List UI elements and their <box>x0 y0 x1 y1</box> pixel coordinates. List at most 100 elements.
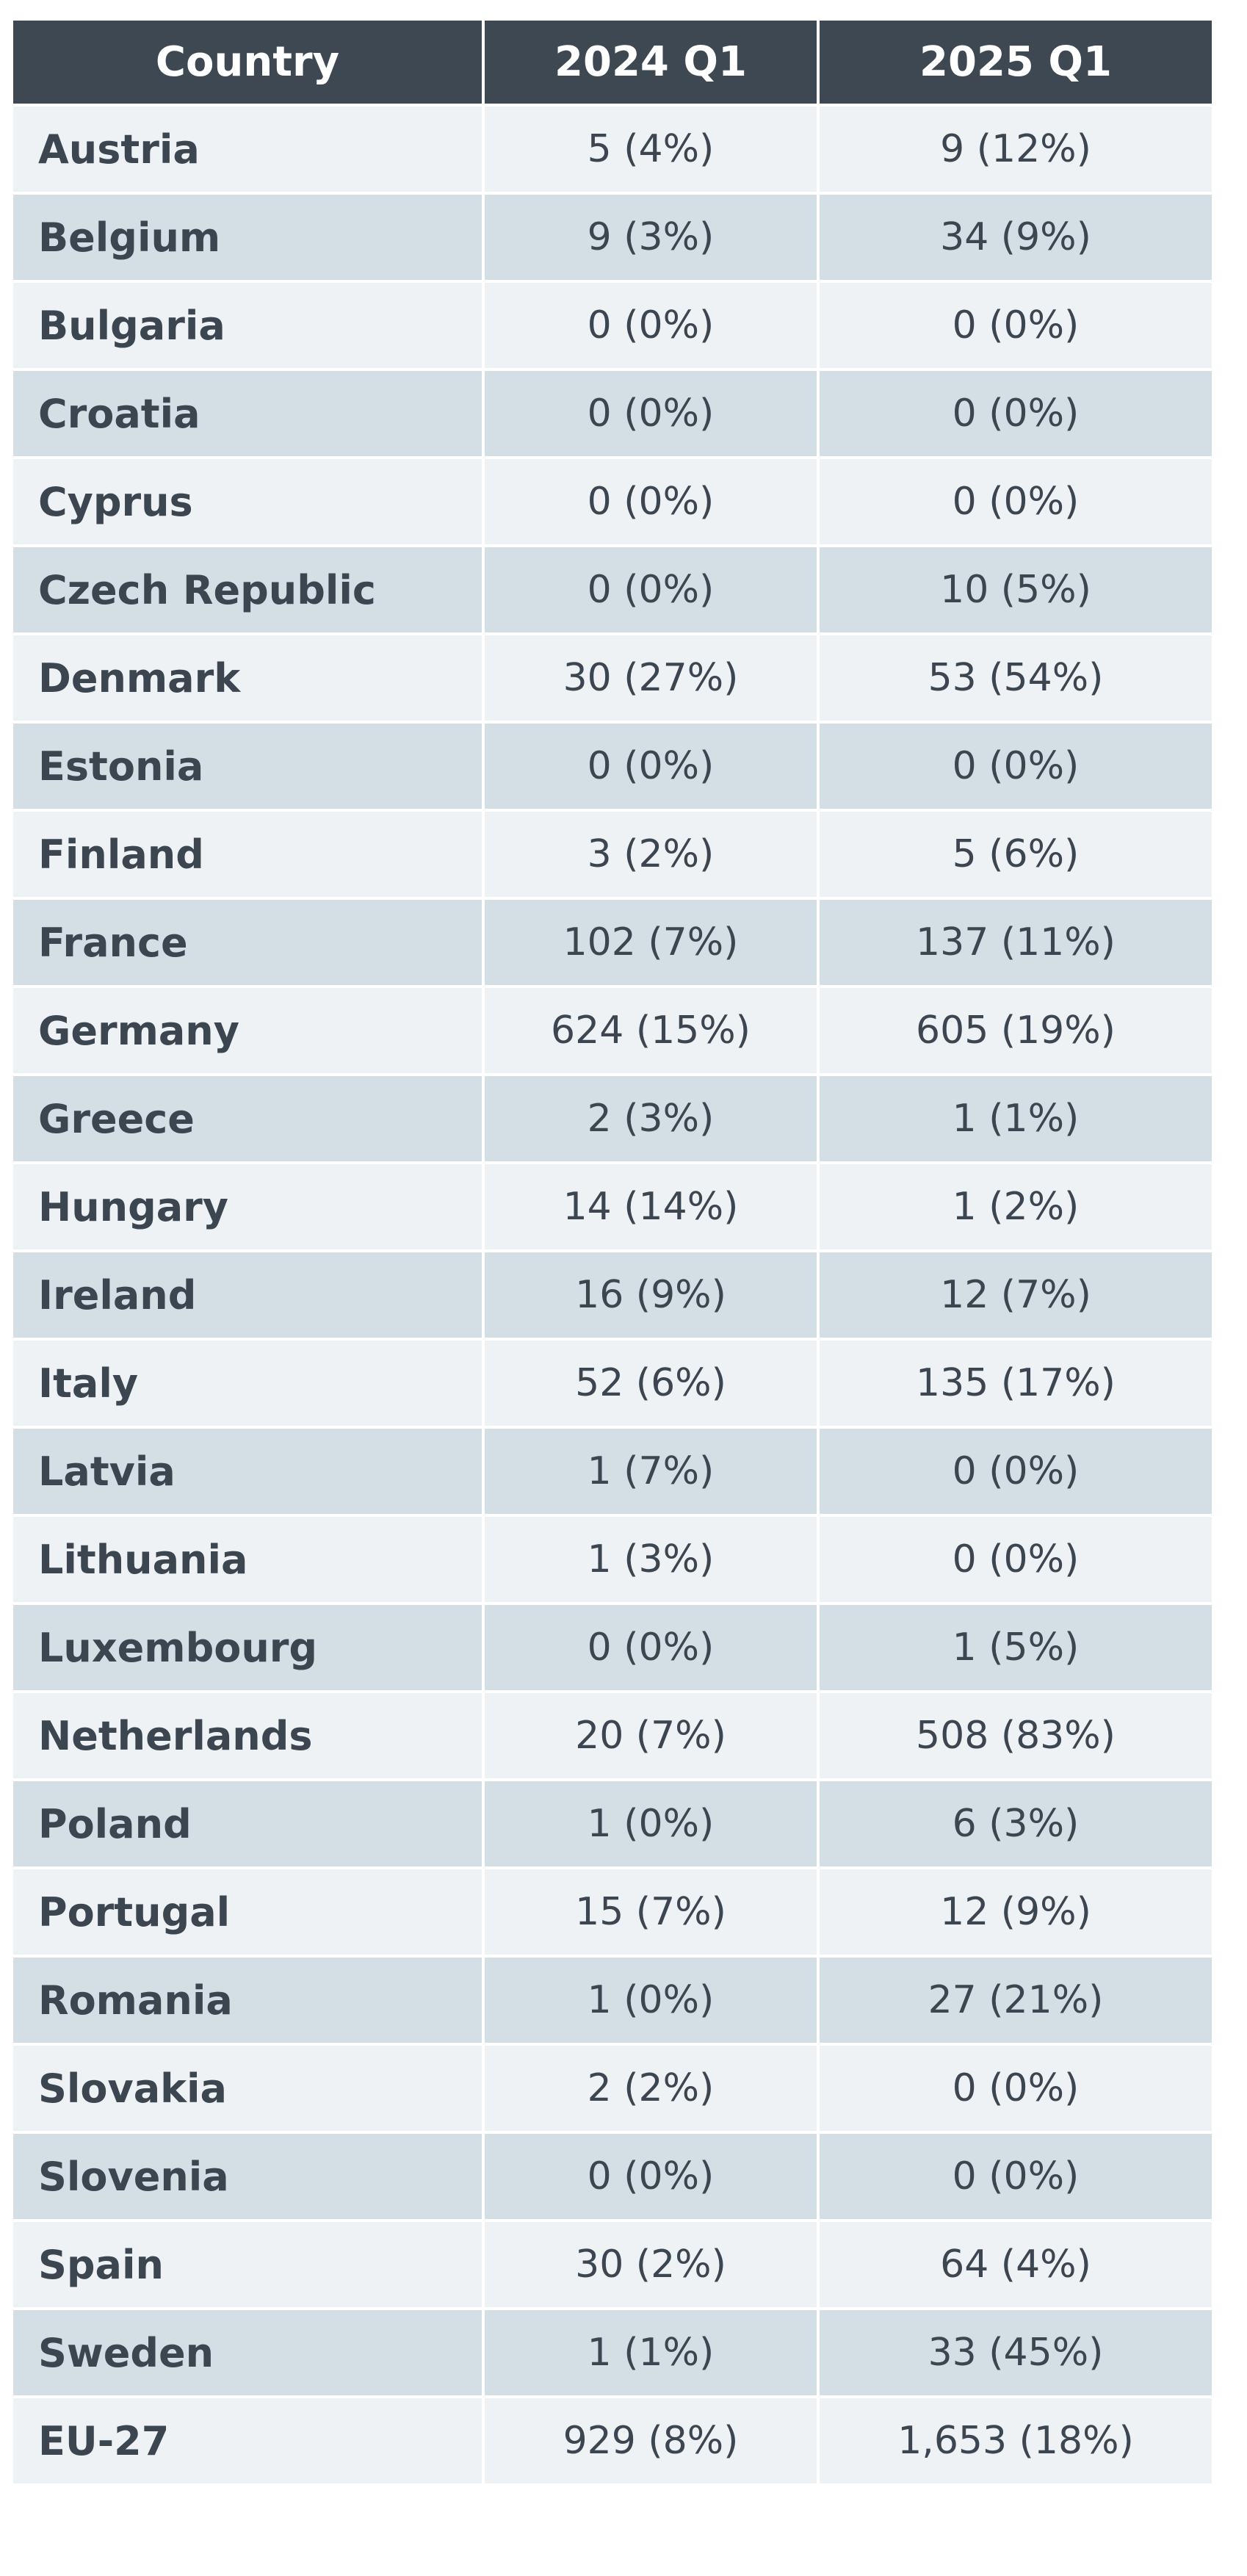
value-2024-q1-cell: 20 (7%) <box>482 1690 820 1780</box>
value-2024-q1-cell: 30 (27%) <box>482 632 820 722</box>
table-row: France 102 (7%) 137 (11%) <box>13 897 1212 986</box>
table-row: Greece 2 (3%) 1 (1%) <box>13 1073 1212 1163</box>
value-2025-q1-cell: 53 (54%) <box>817 632 1212 722</box>
table-row: Luxembourg 0 (0%) 1 (5%) <box>13 1602 1212 1692</box>
value-2025-q1-cell: 1 (1%) <box>817 1073 1212 1163</box>
value-2024-q1-cell: 0 (0%) <box>482 1602 820 1692</box>
table-row: Czech Republic 0 (0%) 10 (5%) <box>13 544 1212 634</box>
value-2025-q1-cell: 0 (0%) <box>817 2043 1212 2132</box>
country-cell: EU-27 <box>13 2395 485 2483</box>
table-body: Austria 5 (4%) 9 (12%) Belgium 9 (3%) 34 (9%)… <box>13 104 1212 2483</box>
table-row: Croatia 0 (0%) 0 (0%) <box>13 368 1212 458</box>
value-2024-q1-cell: 1 (3%) <box>482 1514 820 1603</box>
country-cell: Greece <box>13 1073 485 1163</box>
country-cell: Poland <box>13 1778 485 1868</box>
value-2024-q1-cell: 0 (0%) <box>482 456 820 546</box>
value-2024-q1-cell: 1 (0%) <box>482 1955 820 2044</box>
country-cell: Latvia <box>13 1426 485 1515</box>
country-cell: Denmark <box>13 632 485 722</box>
value-2025-q1-cell: 0 (0%) <box>817 368 1212 458</box>
value-2025-q1-cell: 9 (12%) <box>817 104 1212 193</box>
value-2024-q1-cell: 0 (0%) <box>482 368 820 458</box>
value-2024-q1-cell: 1 (1%) <box>482 2307 820 2397</box>
value-2025-q1-cell: 1,653 (18%) <box>817 2395 1212 2483</box>
value-2025-q1-cell: 12 (7%) <box>817 1249 1212 1339</box>
country-cell: Germany <box>13 985 485 1075</box>
table-row: Sweden 1 (1%) 33 (45%) <box>13 2307 1212 2397</box>
table-row: Cyprus 0 (0%) 0 (0%) <box>13 456 1212 546</box>
column-header-2025-q1: 2025 Q1 <box>817 21 1212 105</box>
country-cell: Slovenia <box>13 2131 485 2220</box>
value-2024-q1-cell: 1 (7%) <box>482 1426 820 1515</box>
country-cell: Slovakia <box>13 2043 485 2132</box>
country-cell: Sweden <box>13 2307 485 2397</box>
table-row: Finland 3 (2%) 5 (6%) <box>13 809 1212 898</box>
value-2025-q1-cell: 0 (0%) <box>817 2131 1212 2220</box>
country-cell: Cyprus <box>13 456 485 546</box>
value-2025-q1-cell: 135 (17%) <box>817 1338 1212 1427</box>
value-2024-q1-cell: 0 (0%) <box>482 2131 820 2220</box>
country-cell: France <box>13 897 485 986</box>
value-2024-q1-cell: 52 (6%) <box>482 1338 820 1427</box>
table-row: Spain 30 (2%) 64 (4%) <box>13 2219 1212 2309</box>
value-2024-q1-cell: 5 (4%) <box>482 104 820 193</box>
table-row: EU-27 929 (8%) 1,653 (18%) <box>13 2395 1212 2483</box>
table-row: Netherlands 20 (7%) 508 (83%) <box>13 1690 1212 1780</box>
value-2025-q1-cell: 0 (0%) <box>817 456 1212 546</box>
column-header-2024-q1: 2024 Q1 <box>482 21 820 105</box>
value-2024-q1-cell: 15 (7%) <box>482 1866 820 1956</box>
country-cell: Estonia <box>13 721 485 810</box>
country-cell: Romania <box>13 1955 485 2044</box>
header-row: Country 2024 Q1 2025 Q1 <box>13 21 1212 105</box>
value-2025-q1-cell: 508 (83%) <box>817 1690 1212 1780</box>
table-row: Slovakia 2 (2%) 0 (0%) <box>13 2043 1212 2132</box>
value-2024-q1-cell: 16 (9%) <box>482 1249 820 1339</box>
value-2025-q1-cell: 64 (4%) <box>817 2219 1212 2309</box>
value-2024-q1-cell: 102 (7%) <box>482 897 820 986</box>
country-cell: Bulgaria <box>13 280 485 369</box>
value-2025-q1-cell: 6 (3%) <box>817 1778 1212 1868</box>
value-2024-q1-cell: 0 (0%) <box>482 280 820 369</box>
country-cell: Spain <box>13 2219 485 2309</box>
value-2024-q1-cell: 929 (8%) <box>482 2395 820 2483</box>
value-2024-q1-cell: 30 (2%) <box>482 2219 820 2309</box>
value-2025-q1-cell: 0 (0%) <box>817 280 1212 369</box>
table-row: Austria 5 (4%) 9 (12%) <box>13 104 1212 193</box>
table-row: Lithuania 1 (3%) 0 (0%) <box>13 1514 1212 1603</box>
value-2025-q1-cell: 27 (21%) <box>817 1955 1212 2044</box>
table-row: Italy 52 (6%) 135 (17%) <box>13 1338 1212 1427</box>
table-row: Romania 1 (0%) 27 (21%) <box>13 1955 1212 2044</box>
value-2025-q1-cell: 0 (0%) <box>817 1514 1212 1603</box>
table-row: Hungary 14 (14%) 1 (2%) <box>13 1161 1212 1251</box>
value-2025-q1-cell: 5 (6%) <box>817 809 1212 898</box>
value-2024-q1-cell: 624 (15%) <box>482 985 820 1075</box>
table-row: Latvia 1 (7%) 0 (0%) <box>13 1426 1212 1515</box>
value-2024-q1-cell: 1 (0%) <box>482 1778 820 1868</box>
value-2024-q1-cell: 3 (2%) <box>482 809 820 898</box>
table-row: Ireland 16 (9%) 12 (7%) <box>13 1249 1212 1339</box>
table-row: Germany 624 (15%) 605 (19%) <box>13 985 1212 1075</box>
value-2024-q1-cell: 2 (3%) <box>482 1073 820 1163</box>
country-cell: Ireland <box>13 1249 485 1339</box>
value-2025-q1-cell: 0 (0%) <box>817 1426 1212 1515</box>
country-cell: Hungary <box>13 1161 485 1251</box>
value-2025-q1-cell: 1 (2%) <box>817 1161 1212 1251</box>
value-2025-q1-cell: 0 (0%) <box>817 721 1212 810</box>
value-2025-q1-cell: 605 (19%) <box>817 985 1212 1075</box>
country-cell: Luxembourg <box>13 1602 485 1692</box>
value-2025-q1-cell: 137 (11%) <box>817 897 1212 986</box>
value-2024-q1-cell: 2 (2%) <box>482 2043 820 2132</box>
country-cell: Portugal <box>13 1866 485 1956</box>
table-row: Bulgaria 0 (0%) 0 (0%) <box>13 280 1212 369</box>
value-2024-q1-cell: 0 (0%) <box>482 721 820 810</box>
table-row: Poland 1 (0%) 6 (3%) <box>13 1778 1212 1868</box>
value-2025-q1-cell: 10 (5%) <box>817 544 1212 634</box>
country-cell: Netherlands <box>13 1690 485 1780</box>
table-row: Belgium 9 (3%) 34 (9%) <box>13 192 1212 281</box>
value-2025-q1-cell: 12 (9%) <box>817 1866 1212 1956</box>
value-2024-q1-cell: 0 (0%) <box>482 544 820 634</box>
country-cell: Belgium <box>13 192 485 281</box>
value-2025-q1-cell: 33 (45%) <box>817 2307 1212 2397</box>
value-2025-q1-cell: 34 (9%) <box>817 192 1212 281</box>
country-cell: Finland <box>13 809 485 898</box>
